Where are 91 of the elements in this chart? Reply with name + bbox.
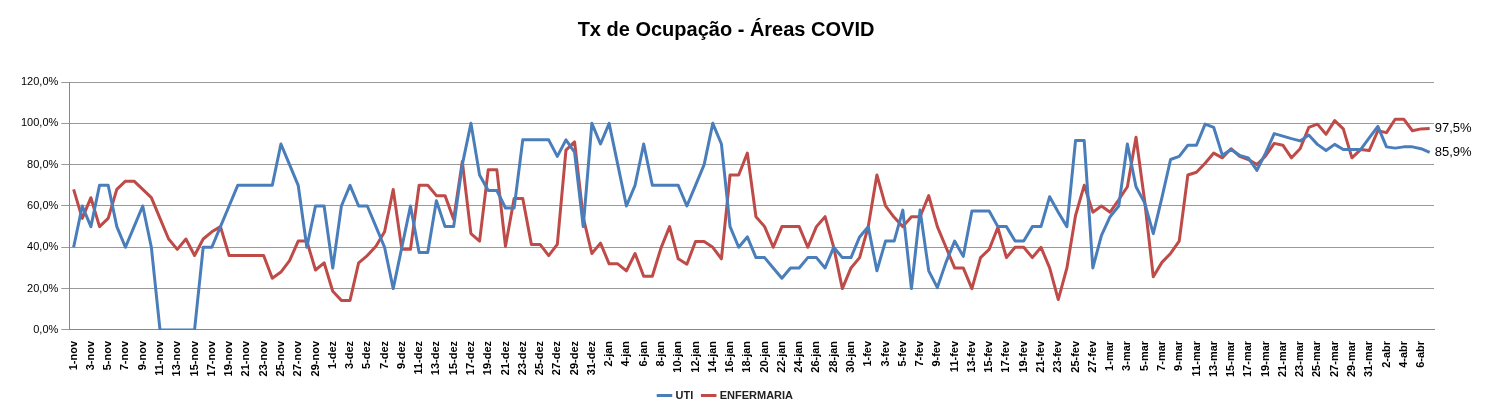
chart-title: Tx de Ocupação - Áreas COVID <box>577 17 875 40</box>
x-tick-label: 9-dez <box>394 340 407 370</box>
x-tick-label: 7-dez <box>377 340 390 370</box>
x-tick-label: 22-jan <box>774 340 787 373</box>
x-tick-label: 3-fev <box>878 340 891 367</box>
x-tick-label: 13-nov <box>170 340 183 377</box>
x-tick-label: 2-jan <box>602 340 615 367</box>
x-tick-label: 15-mar <box>1224 340 1237 377</box>
x-tick-label: 9-mar <box>1172 340 1185 371</box>
x-tick-label: 26-jan <box>809 340 822 373</box>
x-tick-label: 21-fev <box>1034 340 1047 373</box>
x-tick-label: 17-dez <box>463 340 476 376</box>
x-tick-label: 19-mar <box>1258 340 1271 377</box>
x-tick-label: 18-jan <box>740 340 753 373</box>
x-tick-label: 31-mar <box>1362 340 1375 377</box>
x-tick-label: 7-fev <box>913 340 926 367</box>
y-tick-label: 120,0% <box>21 75 59 88</box>
x-tick-label: 20-jan <box>757 340 770 373</box>
x-tick-label: 27-fev <box>1085 340 1098 373</box>
x-tick-label: 7-nov <box>118 340 131 371</box>
data-label: 85,9% <box>1434 144 1472 160</box>
x-tick-label: 3-mar <box>1120 340 1133 371</box>
x-tick-label: 21-mar <box>1275 340 1288 377</box>
x-tick-label: 17-nov <box>204 340 217 377</box>
x-tick-label: 5-dez <box>360 340 373 370</box>
x-tick-label: 23-mar <box>1293 340 1306 377</box>
x-tick-label: 13-fev <box>964 340 977 373</box>
x-tick-label: 11-fev <box>947 340 960 373</box>
y-tick-label: 0,0% <box>33 322 59 335</box>
y-tick-label: 40,0% <box>27 240 59 253</box>
x-tick-label: 11-nov <box>153 340 166 376</box>
x-tick-label: 31-dez <box>584 340 597 376</box>
x-tick-label: 1-dez <box>325 340 338 370</box>
x-tick-label: 19-nov <box>222 340 235 377</box>
y-tick-label: 60,0% <box>27 198 59 211</box>
x-tick-label: 10-jan <box>671 340 684 373</box>
x-tick-label: 13-dez <box>429 340 442 376</box>
x-tick-label: 23-fev <box>1051 340 1064 373</box>
x-tick-label: 29-nov <box>308 340 321 377</box>
x-tick-label: 28-jan <box>826 340 839 373</box>
x-tick-label: 13-mar <box>1206 340 1219 377</box>
x-tick-label: 27-nov <box>291 340 304 377</box>
y-tick-label: 100,0% <box>21 116 59 129</box>
x-tick-label: 5-mar <box>1137 340 1150 371</box>
legend-label: ENFERMARIA <box>719 388 794 401</box>
x-tick-label: 6-jan <box>636 340 649 367</box>
x-tick-label: 5-nov <box>101 340 114 371</box>
x-tick-label: 25-dez <box>533 340 546 376</box>
x-tick-label: 17-fev <box>999 340 1012 373</box>
x-tick-label: 19-fev <box>1016 340 1029 373</box>
x-tick-label: 29-mar <box>1344 340 1357 377</box>
x-tick-label: 2-abr <box>1379 340 1392 368</box>
x-tick-label: 30-jan <box>844 340 857 373</box>
x-tick-label: 19-dez <box>481 340 494 376</box>
legend-label: UTI <box>675 388 694 401</box>
x-tick-label: 27-dez <box>550 340 563 376</box>
data-label: 97,5% <box>1434 120 1472 136</box>
x-tick-label: 8-jan <box>653 340 666 367</box>
x-tick-label: 29-dez <box>567 340 580 376</box>
x-tick-label: 9-fev <box>930 340 943 367</box>
x-tick-label: 15-nov <box>187 340 200 377</box>
x-tick-label: 17-mar <box>1241 340 1254 377</box>
x-tick-label: 4-abr <box>1396 340 1409 368</box>
x-tick-label: 25-fev <box>1068 340 1081 373</box>
x-tick-label: 6-abr <box>1414 340 1427 368</box>
x-tick-label: 1-mar <box>1103 340 1116 371</box>
x-tick-label: 11-dez <box>412 340 425 375</box>
x-tick-label: 9-nov <box>135 340 148 371</box>
x-tick-label: 21-nov <box>239 340 252 377</box>
x-tick-label: 5-fev <box>895 340 908 367</box>
x-tick-label: 11-mar <box>1189 340 1202 377</box>
x-tick-label: 25-mar <box>1310 340 1323 377</box>
x-tick-label: 7-mar <box>1154 340 1167 371</box>
x-tick-label: 4-jan <box>619 340 632 367</box>
x-tick-label: 12-jan <box>688 340 701 373</box>
x-tick-label: 14-jan <box>705 340 718 373</box>
x-tick-label: 23-dez <box>515 340 528 376</box>
x-tick-label: 3-nov <box>83 340 96 371</box>
x-tick-label: 23-nov <box>256 340 269 377</box>
x-tick-label: 15-fev <box>982 340 995 373</box>
x-tick-label: 27-mar <box>1327 340 1340 377</box>
x-tick-label: 24-jan <box>792 340 805 373</box>
x-tick-label: 15-dez <box>446 340 459 376</box>
x-tick-label: 1-fev <box>861 340 874 367</box>
x-tick-label: 16-jan <box>723 340 736 373</box>
x-tick-label: 1-nov <box>66 340 79 371</box>
x-tick-label: 25-nov <box>273 340 286 377</box>
x-tick-label: 3-dez <box>343 340 356 370</box>
y-tick-label: 80,0% <box>27 157 59 170</box>
y-tick-label: 20,0% <box>27 281 59 294</box>
x-tick-label: 21-dez <box>498 340 511 376</box>
